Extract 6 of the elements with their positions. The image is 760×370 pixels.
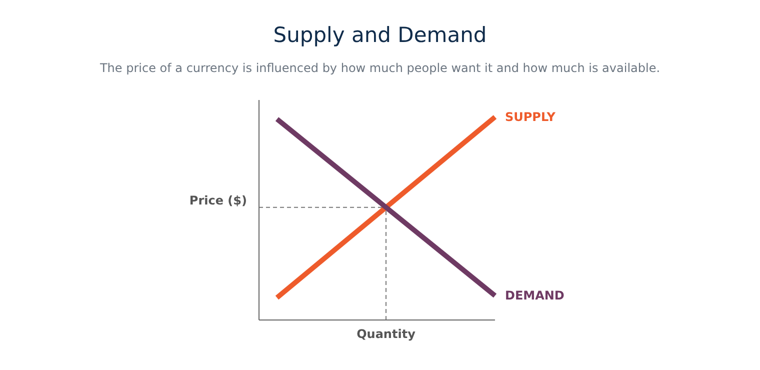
y-axis-title: Price ($)	[189, 193, 247, 208]
series-label: DEMAND	[505, 288, 564, 303]
chart-title: Supply and Demand	[273, 23, 487, 47]
x-axis-title: Quantity	[356, 327, 416, 341]
chart-subtitle: The price of a currency is influenced by how much people want it and how much is available.	[98, 61, 660, 75]
series-label: SUPPLY	[505, 110, 556, 124]
